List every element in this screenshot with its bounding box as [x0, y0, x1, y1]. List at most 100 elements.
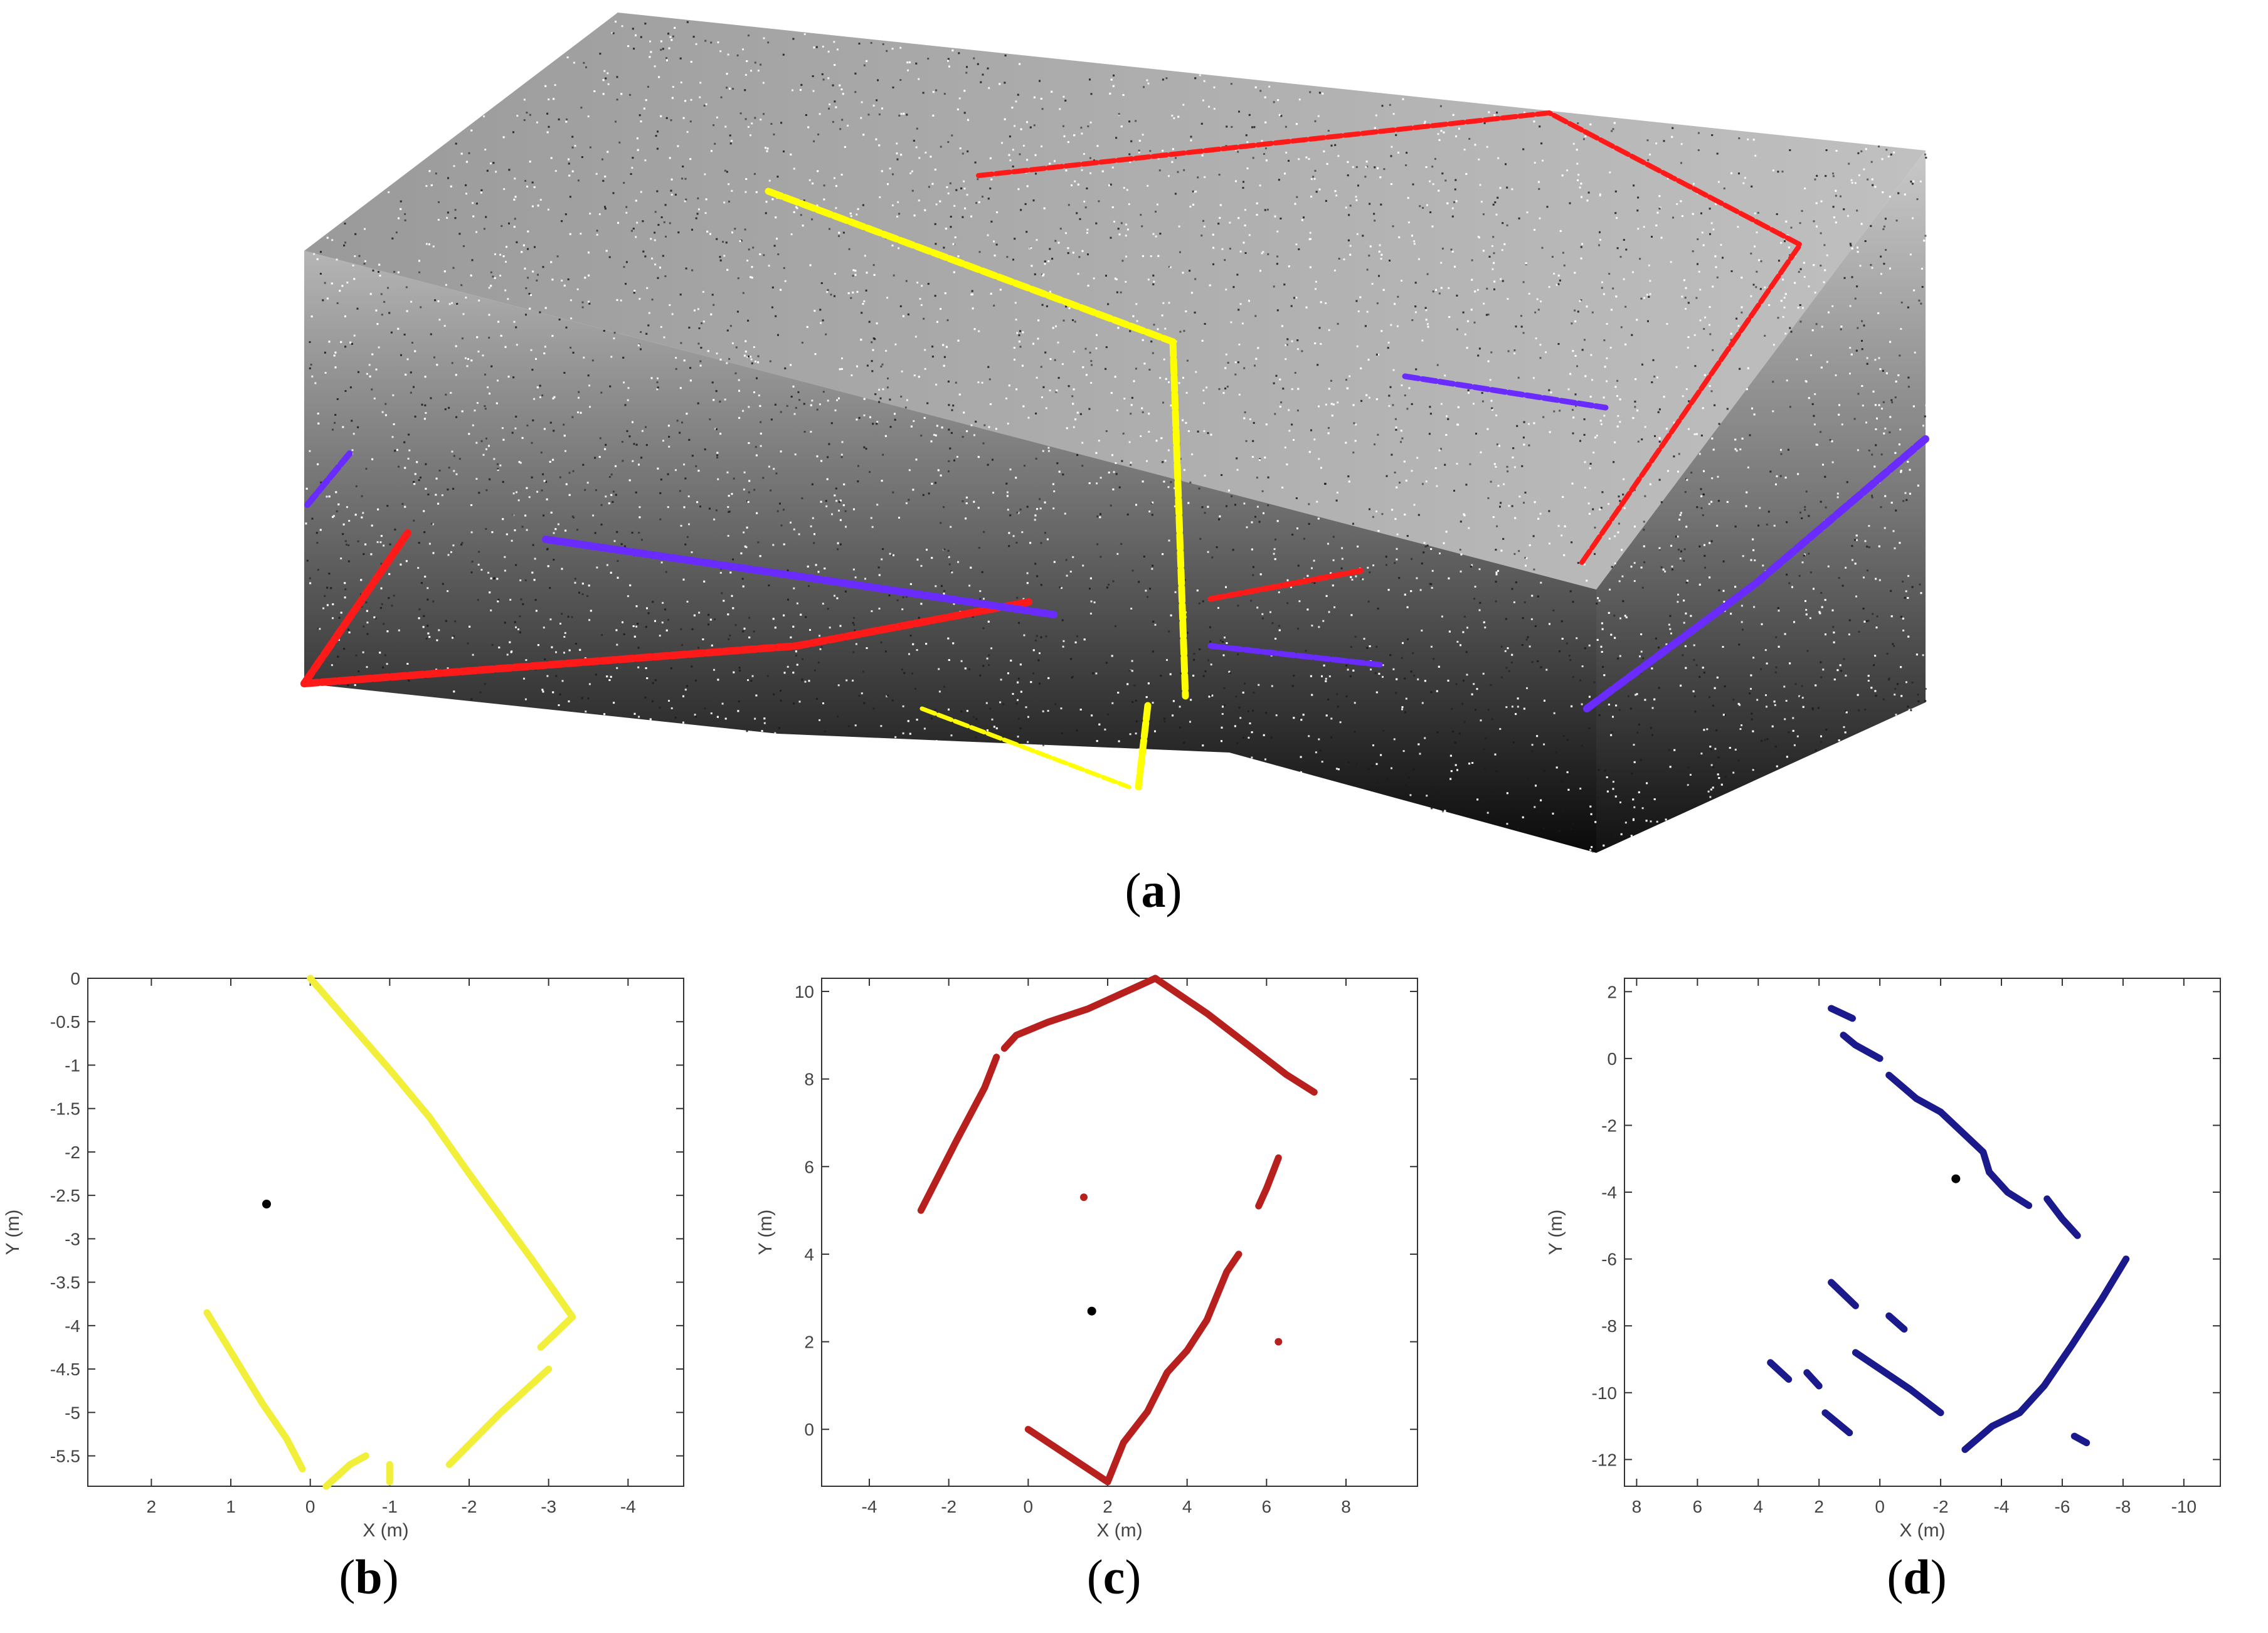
x-tick-label: -4: [620, 1497, 636, 1516]
wall-segment: [445, 1365, 553, 1468]
wall-segment: [1885, 1312, 1908, 1333]
y-tick-label: 0: [804, 1420, 814, 1439]
chart-d: 8 6 4 2 0 -2 -4 -6 -8 -10 2 0 -2 -4 -6 -8 -10 -12 X (m) Y (…: [1545, 978, 2221, 1541]
wall-segment: [307, 975, 576, 1321]
wall-segment: [1767, 1359, 1793, 1383]
x-tick-label: -4: [862, 1497, 877, 1516]
x-tick-label: -10: [2171, 1497, 2196, 1516]
cloud-yellow-top: [765, 188, 1177, 346]
y-tick-label: -6: [1601, 1250, 1617, 1269]
plot-frame: [821, 978, 1418, 1487]
caption-d: (d): [1887, 1550, 1947, 1604]
cloud-blue-mid: [1207, 643, 1383, 668]
x-tick-label: 8: [1632, 1497, 1642, 1516]
cloud-blue-side: [1583, 435, 1929, 712]
plot-frame: [1624, 978, 2221, 1487]
wall-segment: [1840, 1032, 1884, 1062]
cloud-yellow-floor: [919, 706, 1131, 790]
y-tick-label: 0: [70, 969, 80, 988]
x-tick-label: 4: [1182, 1497, 1192, 1516]
wall-segment: [1852, 1349, 1944, 1417]
wall-segment: [1986, 1168, 2033, 1209]
cloud-top-face: [304, 13, 1926, 589]
wall-segment: [1961, 1382, 2048, 1453]
y-tick-label: 8: [804, 1070, 814, 1089]
y-tick-label: 10: [795, 982, 814, 1001]
y-tick-label: -1.5: [50, 1099, 80, 1119]
y-tick-label: -1: [65, 1055, 80, 1075]
x-tick-label: 8: [1341, 1497, 1351, 1516]
chart-c: -4 -2 0 2 4 6 8 0 2 4 6 8 10 X (m) Y (m): [755, 975, 1418, 1541]
wall-segment: [1821, 1409, 1853, 1437]
point-cloud: [300, 13, 1929, 853]
y-tick-label: -2: [65, 1143, 80, 1162]
x-tick-label: -8: [2115, 1497, 2131, 1516]
wall-segment: [1828, 1005, 1856, 1022]
chart-b: 2 1 0 -1 -2 -3 -4 0 -0.5 -1 -1.5 -2 -2.5 -3 -3.5 -4 -4.5…: [3, 969, 684, 1541]
cloud-side-face: [1596, 151, 1926, 853]
y-tick-label: 0: [1607, 1049, 1617, 1069]
y-tick-label: -8: [1601, 1316, 1617, 1336]
y-tick-label: 6: [804, 1157, 814, 1176]
wall-segment: [203, 1309, 306, 1472]
wall-segment: [1803, 1369, 1823, 1390]
x-tick-label: -3: [541, 1497, 556, 1516]
x-tick-label: 0: [1875, 1497, 1885, 1516]
wall-segment: [2043, 1195, 2081, 1239]
x-tick-label: -2: [462, 1497, 477, 1516]
cloud-yellow-vertical: [1169, 338, 1189, 700]
cloud-red-front: [300, 598, 1032, 687]
point-cloud-panel: [300, 13, 1929, 853]
cloud-yellow-lower: [1135, 702, 1152, 791]
outlier-point: [1080, 1193, 1088, 1202]
x-tick-label: 4: [1753, 1497, 1763, 1516]
y-tick-label: -10: [1592, 1383, 1617, 1403]
caption-b: (b): [339, 1550, 399, 1604]
wall-segment: [2040, 1255, 2130, 1390]
y-axis-label: Y (m): [1545, 1210, 1566, 1255]
y-tick-label: -2: [1601, 1116, 1617, 1135]
wall-segment: [2070, 1432, 2090, 1447]
scanner-center-point: [1087, 1306, 1096, 1316]
wall-segment: [1885, 1072, 1944, 1116]
cloud-red-upper: [976, 110, 1804, 567]
cloud-stipple: [305, 21, 1927, 853]
x-tick-label: 6: [1262, 1497, 1272, 1516]
wall-segment: [1828, 1279, 1859, 1309]
cloud-blue-back: [1402, 373, 1609, 411]
x-tick-label: 2: [1103, 1497, 1113, 1516]
outlier-point: [1274, 1338, 1283, 1346]
x-tick-label: -4: [1994, 1497, 2010, 1516]
y-tick-label: -4: [1601, 1183, 1617, 1202]
wall-segment: [1152, 975, 1318, 1096]
y-tick-label: -4.5: [50, 1360, 80, 1379]
y-tick-label: 2: [804, 1333, 814, 1352]
y-tick-label: 4: [804, 1245, 814, 1264]
y-tick-label: -5: [65, 1403, 80, 1422]
x-tick-label: 2: [1814, 1497, 1824, 1516]
y-tick-label: -5.5: [50, 1447, 80, 1466]
y-axis-label: Y (m): [3, 1210, 23, 1255]
y-axis-label: Y (m): [755, 1210, 776, 1255]
caption-c: (c): [1086, 1550, 1142, 1604]
y-tick-label: -0.5: [50, 1012, 80, 1032]
x-tick-label: -1: [382, 1497, 398, 1516]
scanner-center-point: [262, 1200, 271, 1208]
y-tick-label: -3.5: [50, 1273, 80, 1292]
x-axis-label: X (m): [363, 1520, 408, 1541]
scanner-center-point: [1951, 1174, 1961, 1183]
x-tick-label: -2: [1933, 1497, 1949, 1516]
cloud-front-face: [304, 251, 1596, 853]
x-tick-label: -2: [941, 1497, 956, 1516]
wall-segment: [537, 1313, 576, 1351]
x-axis-label: X (m): [1096, 1520, 1142, 1541]
y-tick-label: 2: [1607, 982, 1617, 1001]
wall-segment: [322, 1452, 369, 1490]
plot-frame: [87, 978, 684, 1487]
x-tick-label: 2: [147, 1497, 157, 1516]
wall-segment: [1104, 1250, 1243, 1486]
wall-segment: [917, 1054, 1000, 1214]
x-tick-label: 0: [305, 1497, 315, 1516]
y-tick-label: -2.5: [50, 1186, 80, 1205]
